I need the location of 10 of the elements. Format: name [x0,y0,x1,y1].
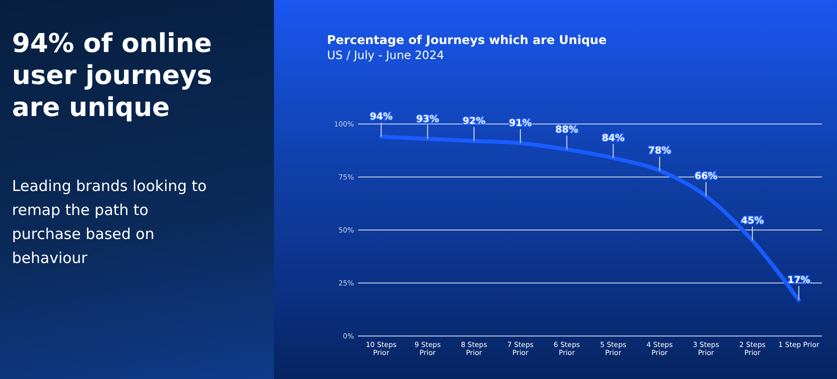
chart-subtitle: US / July - June 2024 [327,48,444,62]
text: Leading brands looking to remap the path to purchase based on behaviour [12,176,208,269]
text: 88% [555,124,578,136]
chart-title: Percentage of Journeys which are Unique [327,33,607,47]
text: 94% [370,112,393,123]
text: 84% [602,132,625,144]
text: 78% [648,146,671,157]
text: 94% of online user journeys are unique [12,28,214,124]
text: 45% [741,216,764,227]
text: 93% [416,114,439,125]
